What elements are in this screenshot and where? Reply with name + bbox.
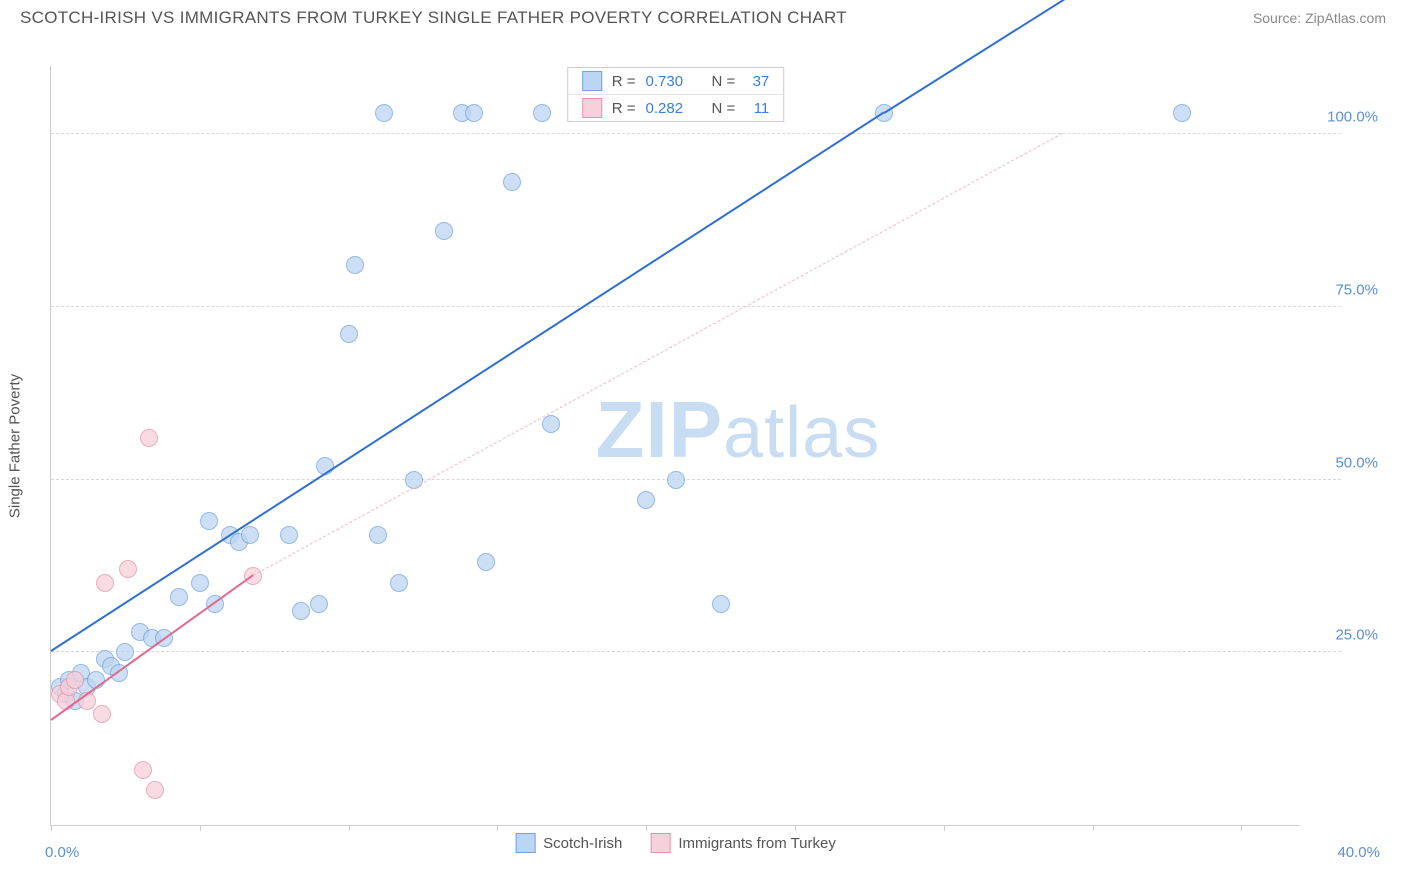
- x-tick: [200, 825, 201, 831]
- data-point: [542, 415, 560, 433]
- n-value-scotch-irish: 37: [745, 73, 769, 90]
- plot-region: Single Father Poverty ZIPatlas R = 0.730…: [50, 66, 1300, 826]
- y-tick-label: 50.0%: [1308, 454, 1378, 471]
- data-point: [477, 553, 495, 571]
- trend-line: [50, 112, 884, 653]
- x-tick: [497, 825, 498, 831]
- legend-swatch-turkey: [650, 833, 670, 853]
- y-tick-label: 100.0%: [1308, 109, 1378, 126]
- data-point: [66, 671, 84, 689]
- data-point: [146, 781, 164, 799]
- grid-line: [51, 479, 1341, 480]
- data-point: [310, 595, 328, 613]
- n-label: N =: [712, 100, 736, 117]
- data-point: [369, 526, 387, 544]
- grid-line: [51, 133, 1341, 134]
- legend-item-turkey: Immigrants from Turkey: [650, 833, 836, 853]
- data-point: [292, 602, 310, 620]
- legend-swatch-scotch-irish: [515, 833, 535, 853]
- series-legend: Scotch-Irish Immigrants from Turkey: [515, 833, 836, 853]
- data-point: [191, 574, 209, 592]
- data-point: [241, 526, 259, 544]
- swatch-turkey: [582, 98, 602, 118]
- x-max-label: 40.0%: [1337, 844, 1380, 861]
- r-value-scotch-irish: 0.730: [646, 73, 694, 90]
- correlation-legend: R = 0.730 N = 37 R = 0.282 N = 11: [567, 67, 785, 122]
- legend-item-scotch-irish: Scotch-Irish: [515, 833, 622, 853]
- correlation-row-turkey: R = 0.282 N = 11: [568, 95, 784, 121]
- x-tick: [51, 825, 52, 831]
- x-tick: [795, 825, 796, 831]
- data-point: [134, 761, 152, 779]
- data-point: [1173, 104, 1191, 122]
- chart-header: SCOTCH-IRISH VS IMMIGRANTS FROM TURKEY S…: [0, 0, 1406, 32]
- correlation-row-scotch-irish: R = 0.730 N = 37: [568, 68, 784, 95]
- y-tick-label: 75.0%: [1308, 281, 1378, 298]
- data-point: [390, 574, 408, 592]
- watermark-rest: atlas: [723, 393, 880, 473]
- data-point: [200, 512, 218, 530]
- watermark: ZIPatlas: [596, 384, 881, 476]
- data-point: [340, 325, 358, 343]
- data-point: [346, 256, 364, 274]
- data-point: [465, 104, 483, 122]
- legend-label: Immigrants from Turkey: [678, 835, 836, 852]
- x-tick: [944, 825, 945, 831]
- data-point: [96, 574, 114, 592]
- y-axis-title: Single Father Poverty: [7, 373, 24, 517]
- x-tick: [1241, 825, 1242, 831]
- chart-area: Single Father Poverty ZIPatlas R = 0.730…: [50, 48, 1386, 840]
- n-label: N =: [712, 73, 736, 90]
- swatch-scotch-irish: [582, 71, 602, 91]
- grid-line: [51, 306, 1341, 307]
- x-tick: [1093, 825, 1094, 831]
- trend-line: [50, 574, 254, 721]
- y-tick-label: 25.0%: [1308, 627, 1378, 644]
- legend-label: Scotch-Irish: [543, 835, 622, 852]
- chart-title: SCOTCH-IRISH VS IMMIGRANTS FROM TURKEY S…: [20, 8, 847, 28]
- r-label: R =: [612, 73, 636, 90]
- r-label: R =: [612, 100, 636, 117]
- data-point: [667, 471, 685, 489]
- data-point: [533, 104, 551, 122]
- data-point: [280, 526, 298, 544]
- data-point: [170, 588, 188, 606]
- data-point: [637, 491, 655, 509]
- x-tick: [349, 825, 350, 831]
- data-point: [119, 560, 137, 578]
- n-value-turkey: 11: [745, 100, 769, 117]
- trend-line: [253, 133, 1063, 576]
- source-attribution: Source: ZipAtlas.com: [1253, 10, 1386, 26]
- data-point: [375, 104, 393, 122]
- grid-line: [51, 651, 1341, 652]
- r-value-turkey: 0.282: [646, 100, 694, 117]
- watermark-bold: ZIP: [596, 385, 723, 474]
- x-min-label: 0.0%: [45, 844, 79, 861]
- data-point: [435, 222, 453, 240]
- data-point: [503, 173, 521, 191]
- data-point: [712, 595, 730, 613]
- x-tick: [646, 825, 647, 831]
- data-point: [140, 429, 158, 447]
- data-point: [93, 705, 111, 723]
- data-point: [116, 643, 134, 661]
